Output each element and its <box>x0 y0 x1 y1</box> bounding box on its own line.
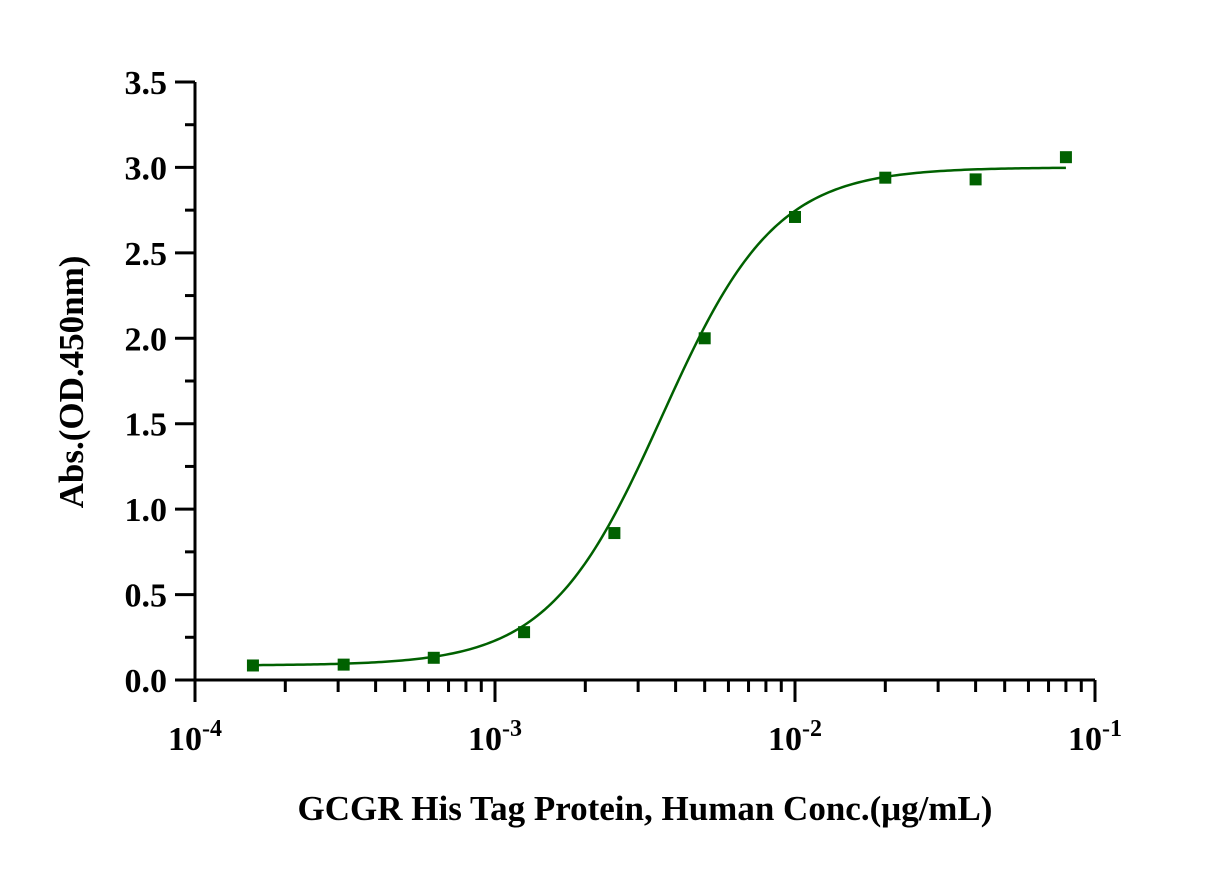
y-tick-label: 3.5 <box>125 65 168 102</box>
tick-labels-group: 0.0 0.5 1.0 1.5 2.0 2.5 3.0 3.5 10-4 10-3 10-2 10-1 <box>125 65 1123 758</box>
data-point <box>246 659 259 672</box>
y-tick-label: 0.0 <box>125 663 168 700</box>
axes <box>175 80 1097 702</box>
fit-curve <box>252 166 1066 667</box>
data-point <box>608 527 621 540</box>
x-tick-label: 10-2 <box>768 716 822 758</box>
data-point <box>1059 151 1072 164</box>
y-tick-label: 1.5 <box>125 407 168 444</box>
y-tick-label: 1.0 <box>125 492 168 529</box>
data-point <box>427 651 440 664</box>
x-tick-label: 10-1 <box>1068 716 1122 758</box>
data-point <box>969 173 982 186</box>
y-tick-label: 3.0 <box>125 150 168 187</box>
y-tick-label: 2.0 <box>125 321 168 358</box>
data-point <box>337 658 350 671</box>
data-point <box>518 626 531 639</box>
data-point <box>879 171 892 184</box>
data-points-group <box>246 151 1072 672</box>
y-tick-label: 2.5 <box>125 236 168 273</box>
fit-curve-group <box>252 166 1066 667</box>
x-axis-title: GCGR His Tag Protein, Human Conc.(μg/mL) <box>298 789 993 828</box>
data-point <box>698 332 711 345</box>
x-tick-label: 10-3 <box>468 716 522 758</box>
data-point <box>789 210 801 223</box>
y-tick-label: 0.5 <box>125 578 168 615</box>
x-tick-label: 10-4 <box>168 716 222 758</box>
y-axis-title: Abs.(OD.450nm) <box>52 256 91 509</box>
